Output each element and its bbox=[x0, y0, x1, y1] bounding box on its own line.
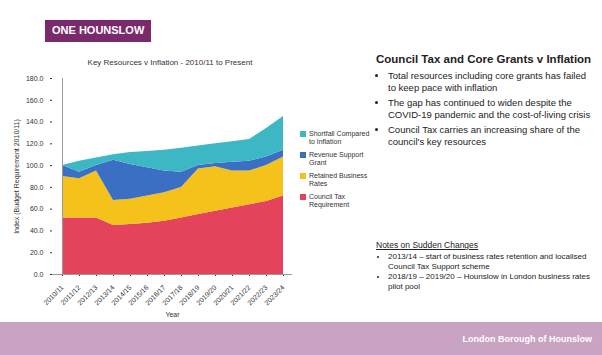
svg-text:Year: Year bbox=[165, 311, 180, 318]
svg-text:2022/23: 2022/23 bbox=[245, 283, 269, 307]
svg-text:2011/12: 2011/12 bbox=[59, 283, 82, 307]
html-text:Retained Business Rates: Retained Business Rates bbox=[309, 172, 368, 187]
svg-text:80.0: 80.0 bbox=[30, 184, 44, 191]
svg-text:2023/24: 2023/24 bbox=[263, 284, 286, 307]
svg-text:2017/18: 2017/18 bbox=[160, 283, 184, 307]
svg-text:2013/14: 2013/14 bbox=[92, 283, 116, 307]
svg-text:2016/17: 2016/17 bbox=[143, 283, 167, 307]
html-text:Council Tax carries an increas: Council Tax carries an increasing share … bbox=[388, 124, 580, 147]
html-text:Council Tax Requirement: Council Tax Requirement bbox=[309, 193, 350, 208]
html-text:2013/14 – start of business ra: 2013/14 – start of business rates retent… bbox=[388, 252, 587, 271]
svg-text:2020/21: 2020/21 bbox=[211, 283, 235, 307]
svg-text:2019/20: 2019/20 bbox=[194, 283, 218, 307]
html-text:The gap has continued to widen: The gap has continued to widen despite t… bbox=[388, 97, 591, 120]
svg-text:2021/22: 2021/22 bbox=[228, 283, 252, 307]
svg-text:60.0: 60.0 bbox=[30, 205, 44, 212]
svg-text:2010/11: 2010/11 bbox=[42, 283, 65, 307]
html-text:Total resources including core: Total resources including core grants ha… bbox=[388, 70, 586, 93]
html-text:Council Tax and Core Grants v: Council Tax and Core Grants v Inflation bbox=[376, 53, 592, 65]
svg-text:180.0: 180.0 bbox=[26, 75, 44, 82]
svg-text:0.0: 0.0 bbox=[34, 271, 44, 278]
html-text:2018/19 – 2019/20 – Hounslow i: 2018/19 – 2019/20 – Hounslow in London b… bbox=[388, 272, 590, 291]
svg-text:2015/16: 2015/16 bbox=[126, 283, 150, 307]
html-text:Shortfall Compared to Inflatio: Shortfall Compared to Inflation bbox=[309, 130, 370, 145]
svg-text:120.0: 120.0 bbox=[26, 140, 44, 147]
svg-text:2014/15: 2014/15 bbox=[109, 283, 133, 307]
svg-text:140.0: 140.0 bbox=[26, 118, 44, 125]
html-text:Revenue Support Grant: Revenue Support Grant bbox=[309, 151, 364, 166]
html-text:London Borough of Hounslow: London Borough of Hounslow bbox=[462, 334, 592, 344]
svg-text:Index (Budget Requirement 2010: Index (Budget Requirement 2010/11) bbox=[13, 119, 21, 234]
svg-text:2018/19: 2018/19 bbox=[177, 283, 201, 307]
html-text:Notes on Sudden Changes: Notes on Sudden Changes bbox=[376, 240, 479, 250]
svg-text:100.0: 100.0 bbox=[26, 162, 44, 169]
svg-text:160.0: 160.0 bbox=[26, 97, 44, 104]
html-text:ONE HOUNSLOW: ONE HOUNSLOW bbox=[52, 24, 145, 36]
svg-text:20.0: 20.0 bbox=[30, 249, 44, 256]
svg-text:40.0: 40.0 bbox=[30, 227, 44, 234]
html-text:Key Resources v Inflation - 20: Key Resources v Inflation - 2010/11 to P… bbox=[87, 58, 253, 67]
svg-text:2012/13: 2012/13 bbox=[75, 283, 99, 307]
